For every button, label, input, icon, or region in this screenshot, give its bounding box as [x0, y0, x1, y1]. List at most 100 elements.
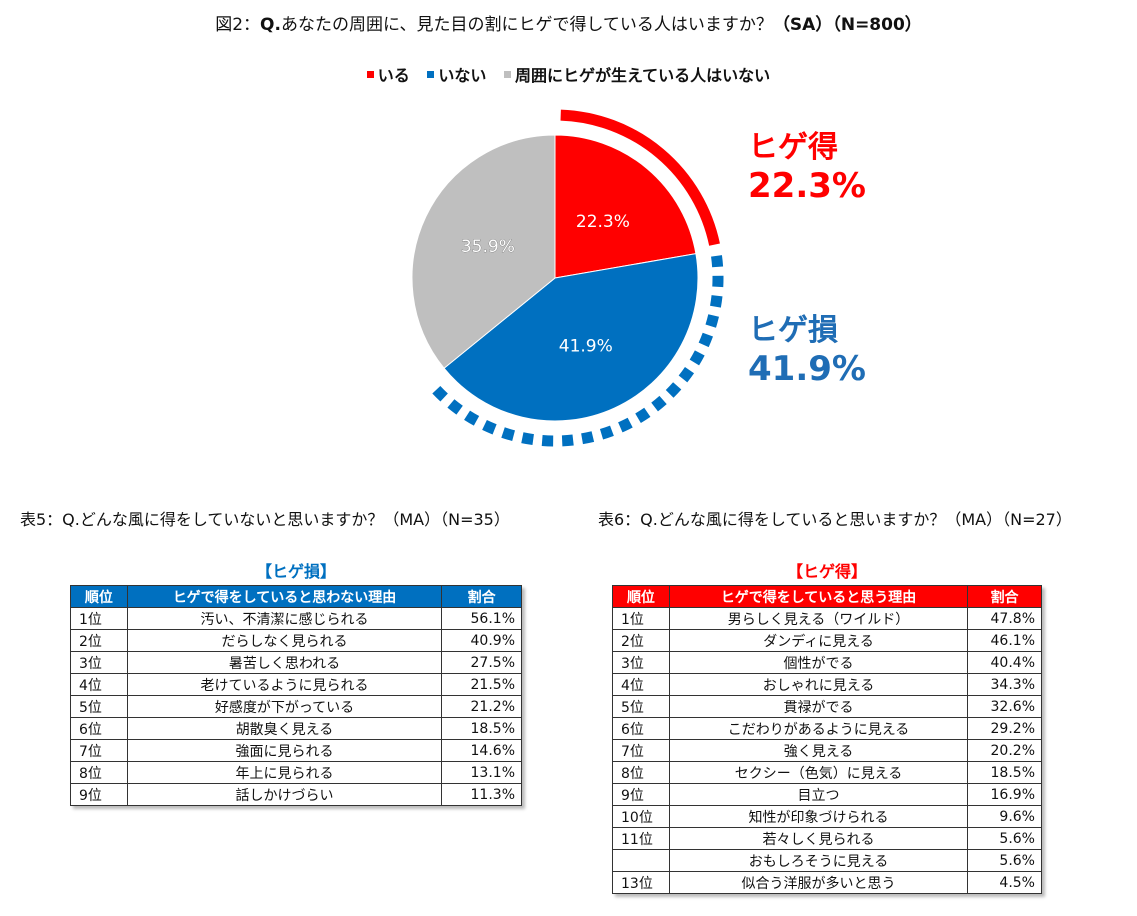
table6-pct-cell: 29.2%: [967, 717, 1042, 740]
callout-arc-son: [428, 255, 724, 447]
table6-rank-cell: 9位: [612, 783, 670, 806]
table5-pct-cell: 27.5%: [441, 651, 522, 674]
table6-row: 10位 知性が印象づけられる 9.6%: [612, 805, 1042, 828]
table5-pct-cell: 11.3%: [441, 783, 522, 806]
table5-reason-cell: 好感度が下がっている: [126, 695, 443, 718]
table5-row: 1位 汚い、不清潔に感じられる 56.1%: [70, 607, 522, 630]
table5-reason-cell: 年上に見られる: [126, 761, 443, 784]
table6-rank-cell: 3位: [612, 651, 670, 674]
pie-slice-1: [554, 134, 697, 279]
table6-pct-cell: 34.3%: [967, 673, 1042, 696]
table6-row: 13位 似合う洋服が多いと思う 4.5%: [612, 871, 1042, 894]
table6-pct-cell: 16.9%: [967, 783, 1042, 806]
callout-hige-son-value: 41.9%: [748, 349, 866, 389]
table6-rank-cell: 4位: [612, 673, 670, 696]
callout-hige-son-label: ヒゲ損: [748, 313, 838, 348]
table6-pct-cell: 18.5%: [967, 761, 1042, 784]
table6-row: 5位 貫禄がでる 32.6%: [612, 695, 1042, 718]
table6-reason-cell: 男らしく見える（ワイルド）: [668, 607, 969, 630]
table5-body: 1位 汚い、不清潔に感じられる 56.1% 2位 だらしなく見られる 40.9% 3位 暑苦し…: [70, 607, 522, 806]
table5-row: 8位 年上に見られる 13.1%: [70, 761, 522, 784]
table6-row: 6位 こだわりがあるように見える 29.2%: [612, 717, 1042, 740]
table6-reason-cell: 似合う洋服が多いと思う: [668, 871, 969, 894]
table6-pct-cell: 32.6%: [967, 695, 1042, 718]
table5-row: 4位 老けているように見られる 21.5%: [70, 673, 522, 696]
table6-reason-cell: 強く見える: [668, 739, 969, 762]
pie-callout-arcs: [428, 109, 724, 447]
table5-rank-cell: 6位: [70, 717, 128, 740]
table5-row: 6位 胡散臭く見える 18.5%: [70, 717, 522, 740]
table5-header-row: 順位 ヒゲで得をしていると思わない理由 割合: [70, 585, 522, 608]
table5-reason-cell: 強面に見られる: [126, 739, 443, 762]
table5-header-reason: ヒゲで得をしていると思わない理由: [126, 585, 443, 608]
table6-pct-cell: 20.2%: [967, 739, 1042, 762]
table6: 順位 ヒゲで得をしていると思う理由 割合 1位 男らしく見える（ワイルド） 47.8…: [612, 585, 1042, 894]
chart-legend: いる いない 周囲にヒゲが生えている人はいない: [0, 62, 1137, 86]
table5-pct-cell: 18.5%: [441, 717, 522, 740]
table6-reason-cell: 個性がでる: [668, 651, 969, 674]
table6-row: 11位 若々しく見られる 5.6%: [612, 827, 1042, 850]
table6-row: 2位 ダンディに見える 46.1%: [612, 629, 1042, 652]
table6-row: 9位 目立つ 16.9%: [612, 783, 1042, 806]
table5-row: 5位 好感度が下がっている 21.2%: [70, 695, 522, 718]
figure-title-q: Q.: [260, 15, 281, 35]
table6-body: 1位 男らしく見える（ワイルド） 47.8% 2位 ダンディに見える 46.1% 3位 個性が…: [612, 607, 1042, 894]
pie-slices: [411, 134, 699, 422]
table6-header-reason: ヒゲで得をしていると思う理由: [668, 585, 969, 608]
table6-pct-cell: 4.5%: [967, 871, 1042, 894]
table6-label: 【ヒゲ得】: [786, 562, 867, 581]
callout-hige-toku-label: ヒゲ得: [748, 130, 838, 165]
figure-title-prefix: 図2：: [215, 15, 261, 35]
table6-reason-cell: おしゃれに見える: [668, 673, 969, 696]
table6-rank-cell: 11位: [612, 827, 670, 850]
table5-row: 7位 強面に見られる 14.6%: [70, 739, 522, 762]
legend-label-none: 周囲にヒゲが生えている人はいない: [514, 66, 771, 85]
legend-swatch-iru: [366, 71, 374, 78]
pie-labels: 22.3% 41.9% 35.9%: [461, 212, 630, 357]
pie-slice-2: [443, 253, 699, 422]
table6-rank-cell: 8位: [612, 761, 670, 784]
table6-reason-cell: こだわりがあるように見える: [668, 717, 969, 740]
legend-item-inai: いない: [427, 62, 486, 86]
table6-title: 表6：Q.どんな風に得をしていると思いますか？（MA）（N=27）: [598, 510, 1072, 529]
table6-rank-cell: 7位: [612, 739, 670, 762]
table5-row: 2位 だらしなく見られる 40.9%: [70, 629, 522, 652]
legend-swatch-none: [503, 71, 511, 78]
pie-slice-label-3: 35.9%: [461, 237, 515, 257]
table6-row: 8位 セクシー（色気）に見える 18.5%: [612, 761, 1042, 784]
callout-hige-toku-value: 22.3%: [748, 166, 866, 206]
table6-row: 4位 おしゃれに見える 34.3%: [612, 673, 1042, 696]
table5-pct-cell: 40.9%: [441, 629, 522, 652]
table5-reason-cell: 老けているように見られる: [126, 673, 443, 696]
pie-chart: 22.3% 41.9% 35.9%: [411, 109, 724, 447]
table5-label: 【ヒゲ損】: [255, 562, 336, 581]
table6-header-rank: 順位: [612, 585, 670, 608]
table6-pct-cell: 46.1%: [967, 629, 1042, 652]
table5-pct-cell: 56.1%: [441, 607, 522, 630]
legend-item-none: 周囲にヒゲが生えている人はいない: [503, 62, 771, 86]
table5-header-rank: 順位: [70, 585, 128, 608]
table6-pct-cell: 5.6%: [967, 827, 1042, 850]
table6-rank-cell: 2位: [612, 629, 670, 652]
table5-reason-cell: 胡散臭く見える: [126, 717, 443, 740]
table5-reason-cell: 汚い、不清潔に感じられる: [126, 607, 443, 630]
table6-pct-cell: 9.6%: [967, 805, 1042, 828]
table6-header-pct: 割合: [967, 585, 1042, 608]
table5-title: 表5：Q.どんな風に得をしていないと思いますか？（MA）（N=35）: [20, 510, 510, 529]
table6-pct-cell: 47.8%: [967, 607, 1042, 630]
table6-reason-cell: 目立つ: [668, 783, 969, 806]
pie-slice-label-1: 22.3%: [576, 212, 630, 232]
table6-row: おもしろそうに見える 5.6%: [612, 849, 1042, 872]
table5-rank-cell: 8位: [70, 761, 128, 784]
table5-pct-cell: 21.5%: [441, 673, 522, 696]
table6-row: 7位 強く見える 20.2%: [612, 739, 1042, 762]
table5-row: 3位 暑苦しく思われる 27.5%: [70, 651, 522, 674]
table6-pct-cell: 5.6%: [967, 849, 1042, 872]
table5-rank-cell: 1位: [70, 607, 128, 630]
table6-reason-cell: 知性が印象づけられる: [668, 805, 969, 828]
table6-rank-cell: 6位: [612, 717, 670, 740]
table6-rank-cell: 10位: [612, 805, 670, 828]
figure-title-text: あなたの周囲に、見た目の割にヒゲで得している人はいますか？: [280, 15, 773, 35]
table5: 順位 ヒゲで得をしていると思わない理由 割合 1位 汚い、不清潔に感じられる 56.…: [70, 585, 522, 806]
table6-reason-cell: ダンディに見える: [668, 629, 969, 652]
